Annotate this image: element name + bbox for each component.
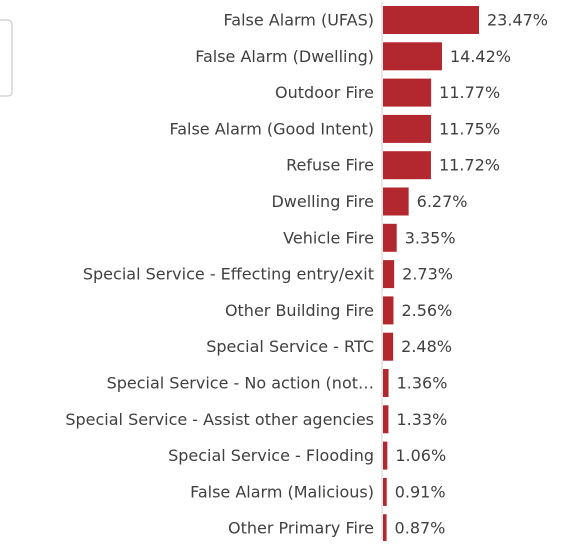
- value-label: 0.87%: [395, 519, 446, 538]
- value-label: 23.47%: [487, 11, 548, 30]
- value-label: 14.42%: [450, 47, 511, 66]
- bar: [383, 260, 395, 289]
- category-label: Other Building Fire: [225, 301, 374, 320]
- bar: [383, 369, 389, 397]
- value-label: 11.77%: [439, 83, 500, 102]
- value-label: 0.91%: [395, 482, 446, 501]
- category-label: False Alarm (Malicious): [190, 482, 374, 501]
- category-label: Special Service - Assist other agencies: [65, 410, 374, 429]
- bar: [383, 514, 387, 543]
- bar: [383, 78, 432, 107]
- value-label: 2.56%: [401, 301, 452, 320]
- value-label: 11.72%: [439, 156, 500, 175]
- category-label: Other Primary Fire: [228, 519, 374, 538]
- value-label: 1.06%: [395, 446, 446, 465]
- category-label: Special Service - Flooding: [168, 446, 374, 465]
- bar: [383, 6, 479, 34]
- panel-edge: [0, 19, 13, 97]
- category-label: Special Service - RTC: [206, 337, 374, 356]
- bar: [383, 151, 431, 180]
- category-label: False Alarm (Dwelling): [195, 47, 374, 66]
- value-label: 11.75%: [439, 119, 500, 138]
- bar: [383, 405, 389, 434]
- value-label: 6.27%: [417, 192, 468, 211]
- value-label: 3.35%: [405, 228, 456, 247]
- bar: [383, 296, 394, 325]
- value-label: 1.36%: [397, 374, 448, 393]
- value-label: 2.48%: [401, 337, 452, 356]
- category-label: False Alarm (UFAS): [224, 11, 374, 30]
- value-label: 1.33%: [396, 410, 447, 429]
- category-label: False Alarm (Good Intent): [169, 119, 374, 138]
- category-label: Special Service - Effecting entry/exit: [83, 265, 374, 284]
- category-label: Outdoor Fire: [275, 83, 374, 102]
- bar: [383, 441, 388, 470]
- category-label: Special Service - No action (not…: [107, 374, 374, 393]
- bar: [383, 114, 432, 143]
- bar: [383, 187, 409, 216]
- category-label: Refuse Fire: [286, 156, 374, 175]
- bar: [383, 223, 397, 252]
- category-label: Dwelling Fire: [271, 192, 374, 211]
- bar: [383, 477, 387, 506]
- category-label: Vehicle Fire: [283, 228, 374, 247]
- bar: [383, 42, 442, 71]
- bar: [383, 332, 394, 361]
- value-label: 2.73%: [402, 265, 453, 284]
